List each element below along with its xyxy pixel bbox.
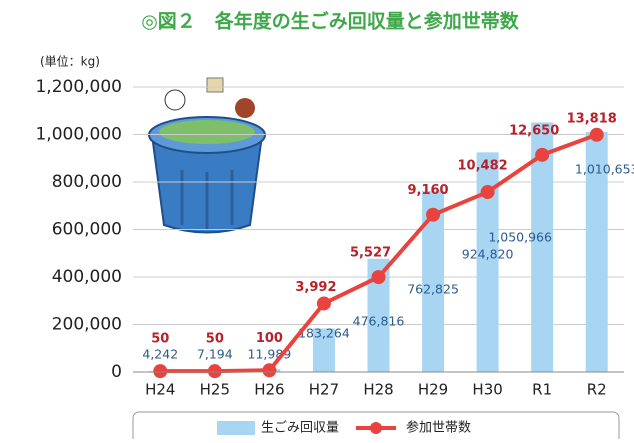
legend-label: 生ごみ回収量 [261,420,339,436]
y-tick-label: 0 [111,362,122,382]
line-value-label: 5,527 [350,246,391,261]
line-value-label: 9,160 [407,183,448,198]
bar-value-label: 476,816 [353,314,405,329]
x-tick-label: H28 [363,381,393,399]
line-value-label: 12,650 [509,123,559,138]
line-point [208,364,222,378]
x-tick-label: H25 [200,381,230,399]
y-tick-label: 200,000 [52,315,122,335]
line-point [262,363,276,377]
y-tick-label: 600,000 [52,220,122,240]
bar-value-label: 7,194 [197,347,233,362]
x-tick-label: H29 [418,381,448,399]
line-point [590,128,604,142]
legend-label: 参加世帯数 [406,420,471,436]
y-tick-label: 1,200,000 [35,77,122,97]
garbage-can-illustration [149,78,265,233]
y-axis-label: (単位：kg) [40,54,100,69]
x-tick-label: H24 [145,381,175,399]
x-tick-label: R1 [532,381,552,399]
line-point [535,148,549,162]
bar-value-label: 924,820 [462,247,514,262]
bar-value-label: 4,242 [142,347,178,362]
y-tick-label: 1,000,000 [35,125,122,145]
line-value-label: 50 [151,332,169,347]
line-value-label: 13,818 [567,111,617,126]
legend-swatch [370,422,382,434]
x-tick-label: R2 [587,381,607,399]
line-point [481,185,495,199]
x-tick-label: H26 [254,381,284,399]
y-tick-label: 400,000 [52,267,122,287]
bar-value-label: 1,050,966 [488,230,552,245]
line-value-label: 10,482 [458,159,508,174]
legend-swatch [217,421,255,435]
bar-value-label: 1,010,653 [575,162,634,177]
x-tick-label: H27 [309,381,339,399]
line-value-label: 100 [256,331,283,346]
bar-value-label: 762,825 [407,282,459,297]
chart-title: ◎図２ 各年度の生ごみ回収量と参加世帯数 [141,10,520,33]
chart: ◎図２ 各年度の生ごみ回収量と参加世帯数 (単位：kg) 0 200,000 400… [0,0,634,439]
line-point [426,208,440,222]
line-point [317,296,331,310]
x-tick-label: H30 [472,381,502,399]
line-value-label: 3,992 [295,280,336,295]
line-point [372,270,386,284]
y-tick-label: 800,000 [52,172,122,192]
line-value-label: 50 [206,332,224,347]
line-point [153,364,167,378]
